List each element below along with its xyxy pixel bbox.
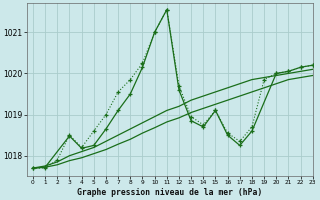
- X-axis label: Graphe pression niveau de la mer (hPa): Graphe pression niveau de la mer (hPa): [77, 188, 262, 197]
